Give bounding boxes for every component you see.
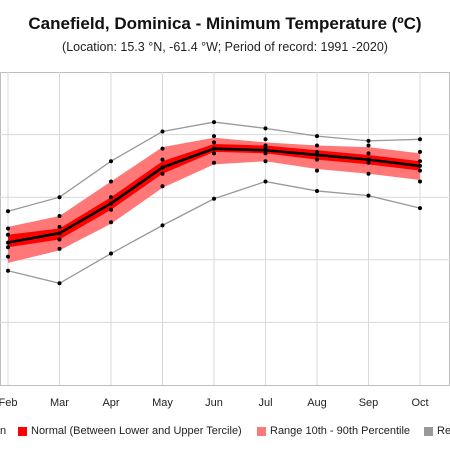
data-point — [109, 220, 113, 225]
data-point — [57, 195, 62, 200]
legend-swatch-normal — [18, 426, 27, 436]
data-point — [418, 163, 422, 168]
data-point — [57, 231, 62, 236]
chart-plot: Feb Mar Apr May Jun Jul Aug Sep Oct — [0, 72, 450, 409]
data-point — [263, 143, 268, 148]
data-point — [315, 149, 319, 154]
x-tick-label: Sep — [359, 397, 379, 409]
chart-subtitle: (Location: 15.3 °N, -61.4 °W; Period of … — [62, 40, 388, 54]
data-point — [315, 157, 319, 162]
data-point — [418, 168, 422, 173]
x-tick-label: Aug — [307, 397, 327, 409]
data-point — [418, 206, 422, 211]
data-point — [160, 129, 165, 134]
data-point — [366, 160, 371, 165]
data-point — [109, 195, 113, 200]
data-point — [366, 193, 371, 198]
chart-legend: n Normal (Between Lower and Upper Tercil… — [0, 422, 450, 442]
data-point — [212, 196, 216, 201]
data-point — [366, 138, 371, 143]
data-point — [263, 159, 268, 164]
legend-label-percentile: Range 10th - 90th Percentile — [270, 425, 411, 437]
data-point — [315, 168, 319, 173]
data-point — [109, 159, 113, 164]
x-tick-label: Feb — [0, 397, 17, 409]
data-point — [160, 157, 165, 162]
x-tick-label: Jul — [258, 397, 272, 409]
legend-label-normal: Normal (Between Lower and Upper Tercile) — [31, 425, 242, 437]
legend-label-mean: n — [0, 425, 7, 437]
data-point — [160, 223, 165, 228]
data-point — [315, 134, 319, 139]
data-point — [6, 240, 10, 245]
data-point — [315, 188, 319, 193]
x-tick-label: Oct — [411, 397, 428, 409]
data-point — [109, 179, 113, 184]
data-point — [57, 213, 62, 218]
data-point — [263, 179, 268, 184]
normal-band — [8, 143, 420, 248]
data-point — [418, 149, 422, 154]
data-point — [6, 209, 10, 214]
legend-swatch-range — [424, 426, 433, 436]
data-point — [418, 179, 422, 184]
data-point — [418, 159, 422, 164]
data-point — [160, 184, 165, 189]
data-point — [315, 152, 319, 157]
data-point — [57, 281, 62, 286]
data-point — [6, 245, 10, 250]
data-point — [263, 146, 268, 151]
x-tick-label: Apr — [102, 397, 119, 409]
legend-item-mean: n — [0, 425, 6, 437]
data-point — [212, 160, 216, 165]
data-point — [160, 165, 165, 170]
data-point — [6, 268, 10, 273]
data-point — [109, 251, 113, 256]
data-point — [212, 146, 216, 151]
data-point — [263, 137, 268, 142]
data-point — [57, 237, 62, 242]
data-point — [6, 232, 10, 237]
data-point — [212, 151, 216, 156]
chart-title: Canefield, Dominica - Minimum Temperatur… — [28, 14, 422, 33]
data-point — [109, 201, 113, 206]
x-tick-label: Jun — [205, 397, 223, 409]
data-point — [418, 137, 422, 142]
data-point — [109, 207, 113, 212]
x-tick-label: Mar — [50, 397, 69, 409]
legend-item-normal: Normal (Between Lower and Upper Tercile) — [18, 425, 242, 437]
x-tick-label: May — [152, 397, 173, 409]
data-point — [263, 126, 268, 131]
data-point — [6, 226, 10, 231]
data-point — [57, 224, 62, 229]
legend-item-range: Re — [424, 425, 450, 437]
data-point — [315, 143, 319, 148]
legend-label-range: Re — [437, 425, 450, 437]
data-point — [6, 254, 10, 259]
data-point — [366, 151, 371, 156]
data-point — [57, 246, 62, 251]
data-point — [366, 171, 371, 176]
data-point — [212, 140, 216, 145]
data-point — [366, 143, 371, 148]
legend-swatch-percentile — [257, 426, 266, 436]
data-point — [366, 157, 371, 162]
data-point — [212, 134, 216, 139]
data-point — [263, 151, 268, 156]
data-point — [160, 171, 165, 176]
data-point — [212, 120, 216, 125]
data-point — [160, 146, 165, 151]
legend-item-percentile: Range 10th - 90th Percentile — [257, 425, 410, 437]
